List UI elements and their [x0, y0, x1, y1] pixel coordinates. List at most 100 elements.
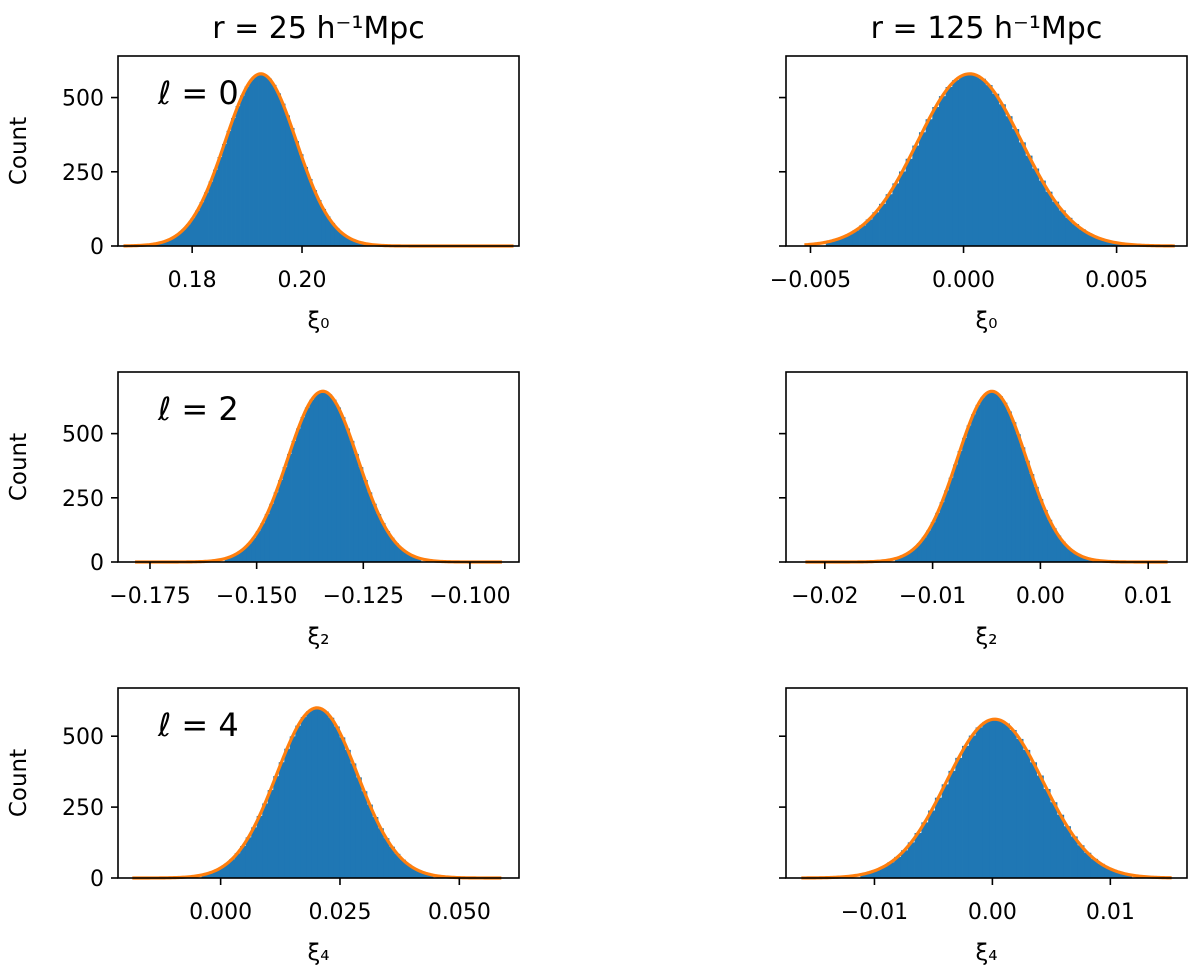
- histogram-bar: [398, 547, 404, 562]
- histogram-bar: [394, 543, 399, 562]
- histogram-bar: [903, 554, 909, 562]
- histogram-bar: [1118, 872, 1126, 878]
- histogram-bar: [204, 192, 209, 246]
- histogram-bar: [1124, 874, 1132, 878]
- histogram-bar: [271, 84, 277, 246]
- histogram-bar: [1072, 224, 1080, 246]
- histogram-bar: [962, 745, 970, 878]
- histogram-bar: [224, 558, 230, 562]
- histogram-bar: [317, 708, 324, 878]
- histogram-bar: [158, 242, 164, 246]
- histogram-bar: [186, 224, 191, 246]
- histogram-bar: [985, 85, 993, 246]
- histogram-bar: [278, 762, 285, 878]
- histogram-bar: [298, 154, 304, 246]
- histogram-bar: [416, 870, 423, 878]
- histogram-bar: [1009, 729, 1017, 878]
- histogram-bar: [957, 450, 963, 562]
- x-axis-label: ξ₂: [307, 624, 329, 650]
- histogram-bar: [195, 210, 200, 246]
- histogram-bar: [322, 711, 329, 878]
- histogram-bar: [1063, 826, 1071, 878]
- histogram-bar: [229, 859, 236, 878]
- histogram-bar: [1058, 210, 1066, 246]
- histogram-bar: [289, 127, 295, 246]
- histogram-bar: [921, 537, 927, 562]
- histogram-bar: [201, 874, 208, 878]
- gaussian-fit-line: [801, 717, 1172, 880]
- histogram-bar: [389, 537, 395, 562]
- histogram-bar: [894, 856, 902, 878]
- histogram-bar: [262, 74, 268, 246]
- histogram-bar: [427, 874, 434, 878]
- histogram-bar: [366, 804, 373, 878]
- histogram-bar: [352, 240, 358, 246]
- histogram-bar: [1005, 116, 1013, 247]
- histogram-bar: [971, 414, 976, 562]
- histogram-bar: [1083, 557, 1089, 562]
- histogram-bar: [899, 556, 905, 562]
- histogram-bar: [287, 453, 292, 562]
- histogram-bar: [907, 842, 915, 878]
- histogram-bar: [300, 717, 307, 878]
- histogram-bar: [246, 543, 252, 562]
- histogram-bars: [860, 719, 1132, 878]
- histogram-bar: [344, 749, 351, 878]
- histogram-bar: [953, 464, 959, 562]
- histogram-bar: [1047, 519, 1053, 562]
- histogram-bar: [880, 866, 888, 878]
- histogram-bar: [1024, 460, 1030, 562]
- histogram-bar: [912, 145, 920, 246]
- histogram-bar: [1074, 553, 1080, 562]
- histogram-bar: [400, 859, 406, 878]
- histogram-bar: [313, 394, 319, 562]
- histogram-bar: [934, 797, 943, 878]
- histogram-bar: [262, 803, 269, 878]
- histogram-bar: [995, 719, 1004, 878]
- histogram-bar: [965, 73, 973, 246]
- x-tick-label: 0.050: [428, 900, 491, 925]
- histogram-bar: [1029, 762, 1038, 878]
- histogram-bar: [358, 467, 364, 562]
- histogram-bar: [244, 86, 250, 246]
- histogram-bar: [962, 437, 967, 562]
- histogram-bar: [385, 531, 391, 562]
- histogram-bar: [233, 554, 239, 562]
- histogram-bar: [975, 404, 981, 562]
- histogram-bar: [1056, 814, 1065, 878]
- x-tick-label: −0.150: [216, 584, 297, 609]
- histogram-bar: [1111, 242, 1119, 246]
- x-tick-label: −0.005: [770, 268, 851, 293]
- histogram-bar: [1015, 434, 1021, 562]
- histogram-bar: [355, 777, 362, 878]
- histogram-bar: [218, 867, 224, 878]
- histogram-bar: [353, 453, 359, 562]
- histogram-bar: [240, 95, 245, 246]
- histogram-bar: [955, 757, 963, 878]
- histogram-bar: [240, 846, 247, 878]
- histogram-bar: [860, 873, 868, 878]
- histogram-bar: [1052, 201, 1060, 246]
- histogram-bar: [932, 107, 940, 246]
- x-axis-label: ξ₀: [975, 308, 997, 334]
- histogram-bar: [1104, 867, 1112, 878]
- histogram-bar: [879, 203, 887, 246]
- x-axis-label: ξ₂: [975, 624, 997, 650]
- histogram-bar: [966, 425, 972, 562]
- histogram-bar: [900, 850, 909, 878]
- histogram-bar: [229, 556, 234, 562]
- histogram-bar: [345, 428, 350, 562]
- histogram-bar: [394, 853, 401, 878]
- histogram-bar: [357, 242, 363, 246]
- histogram-bar: [167, 239, 173, 246]
- histogram-bar: [340, 417, 346, 562]
- histogram-bar: [327, 394, 333, 562]
- histogram-bar: [172, 236, 178, 246]
- column-title: r = 125 h⁻¹Mpc: [871, 11, 1103, 46]
- histogram-bar: [925, 119, 933, 246]
- x-tick-label: −0.02: [791, 584, 858, 609]
- histogram-bar: [1091, 236, 1100, 246]
- y-tick-label: 250: [62, 161, 104, 186]
- histogram-bar: [1033, 486, 1039, 562]
- histogram-bar: [908, 551, 914, 562]
